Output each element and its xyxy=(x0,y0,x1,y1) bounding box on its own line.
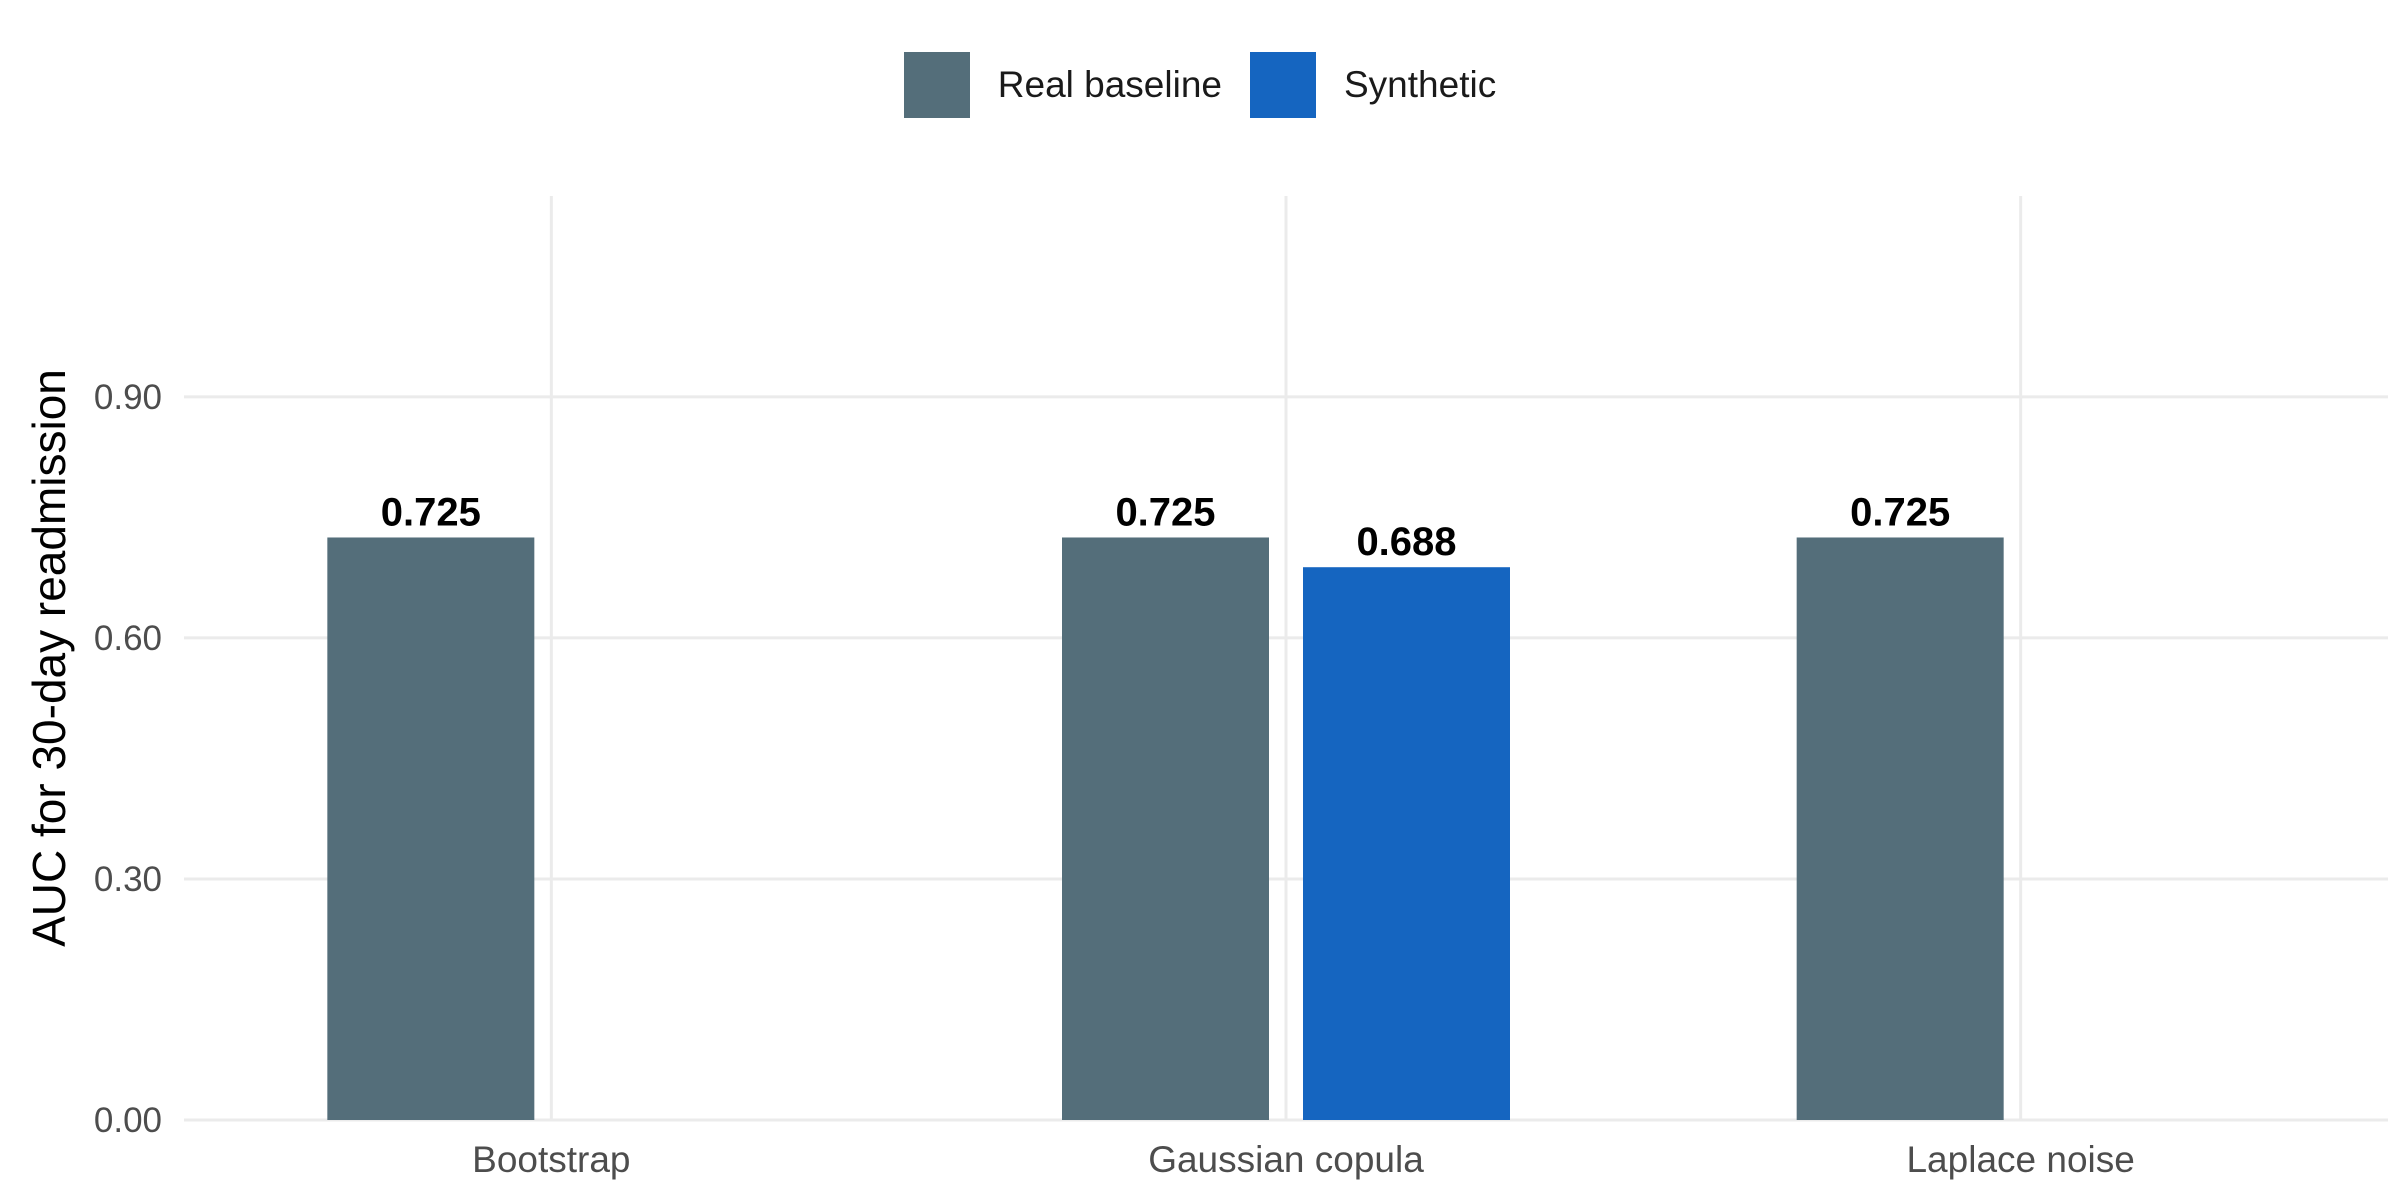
y-tick-label: 0.60 xyxy=(94,619,162,658)
data-label: 0.725 xyxy=(1850,490,1950,534)
y-tick-label: 0.30 xyxy=(94,860,162,899)
legend-swatch-real-baseline xyxy=(903,52,970,118)
data-label: 0.725 xyxy=(381,490,481,534)
data-label: 0.725 xyxy=(1115,490,1215,534)
legend-swatch-synthetic xyxy=(1250,52,1316,118)
data-label: 0.688 xyxy=(1356,520,1456,564)
legend: Real baseline Synthetic xyxy=(0,52,2400,118)
y-tick-label: 0.00 xyxy=(94,1101,162,1140)
bar-real-baseline xyxy=(327,537,535,1120)
legend-label-synthetic: Synthetic xyxy=(1344,64,1497,105)
legend-item-real-baseline: Real baseline xyxy=(903,52,1222,118)
bar-real-baseline xyxy=(1062,537,1269,1120)
x-tick-label: Laplace noise xyxy=(1906,1139,2134,1180)
legend-label-real-baseline: Real baseline xyxy=(997,64,1222,105)
bar-synthetic xyxy=(1303,567,1510,1120)
y-tick-label: 0.90 xyxy=(94,378,162,417)
legend-item-synthetic: Synthetic xyxy=(1250,52,1496,118)
x-tick-label: Bootstrap xyxy=(472,1139,630,1180)
x-tick-label: Gaussian copula xyxy=(1148,1139,1424,1180)
bar-real-baseline xyxy=(1796,537,2004,1120)
